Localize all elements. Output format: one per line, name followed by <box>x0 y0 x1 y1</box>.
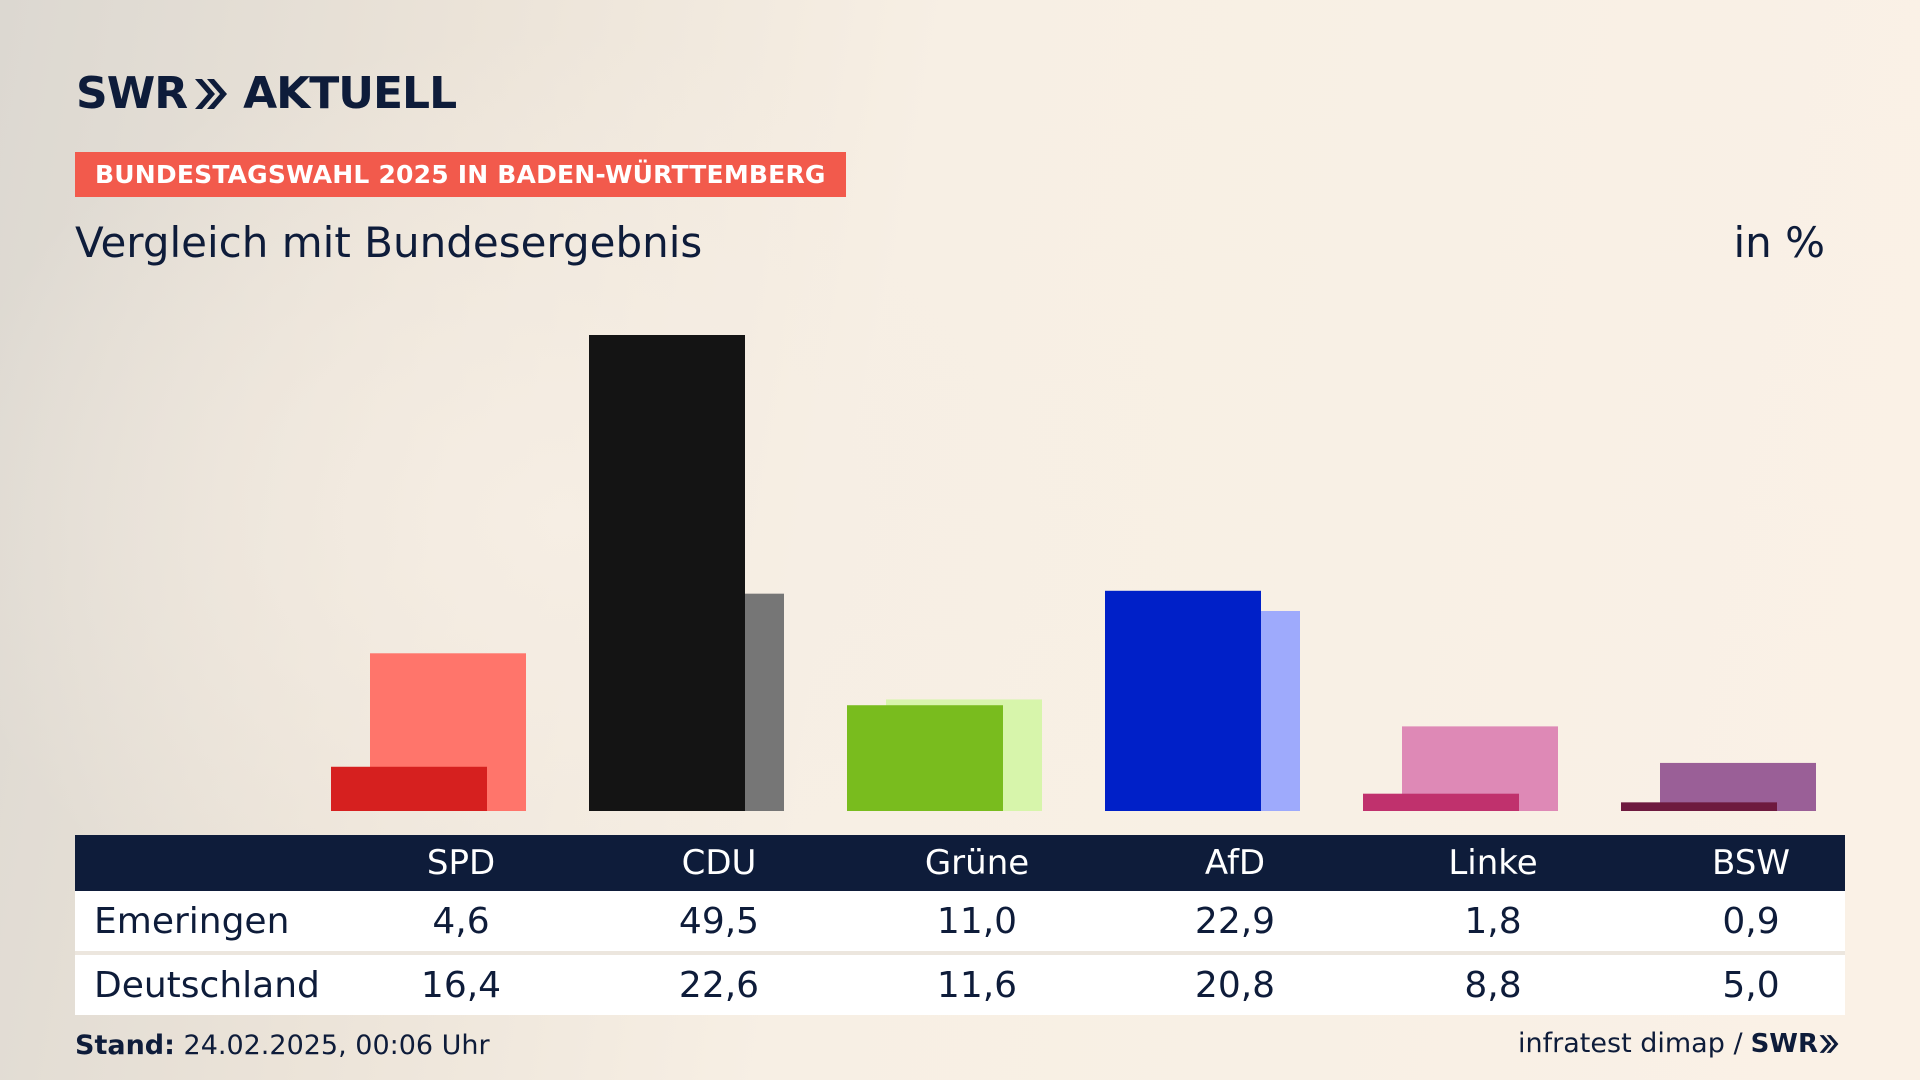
chart-subtitle: Vergleich mit Bundesergebnis <box>75 218 703 267</box>
value-cell: 1,8 <box>1464 900 1522 942</box>
stand-label: Stand: <box>75 1030 175 1061</box>
party-header: CDU <box>681 843 757 883</box>
brand-aktuell: AKTUELL <box>243 68 457 119</box>
unit-label: in % <box>1733 218 1825 267</box>
value-cell: 49,5 <box>678 900 760 942</box>
brand-swr: SWR <box>76 68 188 119</box>
source-credit: infratest dimap / SWR <box>1518 1028 1840 1059</box>
value-cell: 20,8 <box>1194 964 1276 1006</box>
bar-local-linke <box>1363 793 1519 811</box>
bar-local-grüne <box>847 705 1003 811</box>
source-brand: SWR <box>1750 1028 1818 1059</box>
double-chevron-icon <box>1819 1034 1839 1053</box>
table-row-local: Emeringen 4,6 49,5 11,0 22,9 1,8 0,9 <box>75 891 1845 955</box>
stand-value: 24.02.2025, 00:06 Uhr <box>183 1030 490 1061</box>
value-cell: 5,0 <box>1722 964 1780 1006</box>
source-text: infratest dimap / <box>1518 1028 1743 1059</box>
value-cell: 11,0 <box>936 900 1018 942</box>
double-chevron-icon <box>193 77 229 111</box>
party-header: Linke <box>1448 843 1538 883</box>
party-header: AfD <box>1204 843 1266 883</box>
row-label: Emeringen <box>94 900 290 942</box>
value-cell: 22,6 <box>678 964 760 1006</box>
election-badge: BUNDESTAGSWAHL 2025 IN BADEN-WÜRTTEMBERG <box>75 152 846 197</box>
value-cell: 22,9 <box>1194 900 1276 942</box>
value-cell: 16,4 <box>420 964 502 1006</box>
bar-local-bsw <box>1621 802 1777 811</box>
value-cell: 4,6 <box>432 900 490 942</box>
row-label: Deutschland <box>94 964 320 1006</box>
bar-local-cdu <box>589 335 745 811</box>
value-cell: 8,8 <box>1464 964 1522 1006</box>
bar-local-spd <box>331 766 487 811</box>
value-cell: 11,6 <box>936 964 1018 1006</box>
party-header: BSW <box>1712 843 1790 883</box>
party-header: SPD <box>426 843 496 883</box>
table-row-national: Deutschland 16,4 22,6 11,6 20,8 8,8 5,0 <box>75 955 1845 1015</box>
bar-local-afd <box>1105 590 1261 811</box>
value-cell: 0,9 <box>1722 900 1780 942</box>
swr-aktuell-logo: SWR AKTUELL <box>76 68 457 119</box>
timestamp: Stand: 24.02.2025, 00:06 Uhr <box>75 1030 490 1061</box>
party-header: Grüne <box>924 843 1030 883</box>
results-table: SPD CDU Grüne AfD Linke BSW Emeringen 4,6 49,5… <box>75 835 1845 1015</box>
bar-chart <box>331 335 1816 811</box>
table-header-row: SPD CDU Grüne AfD Linke BSW <box>75 835 1845 891</box>
swr-mini-logo: SWR <box>1751 1029 1840 1059</box>
